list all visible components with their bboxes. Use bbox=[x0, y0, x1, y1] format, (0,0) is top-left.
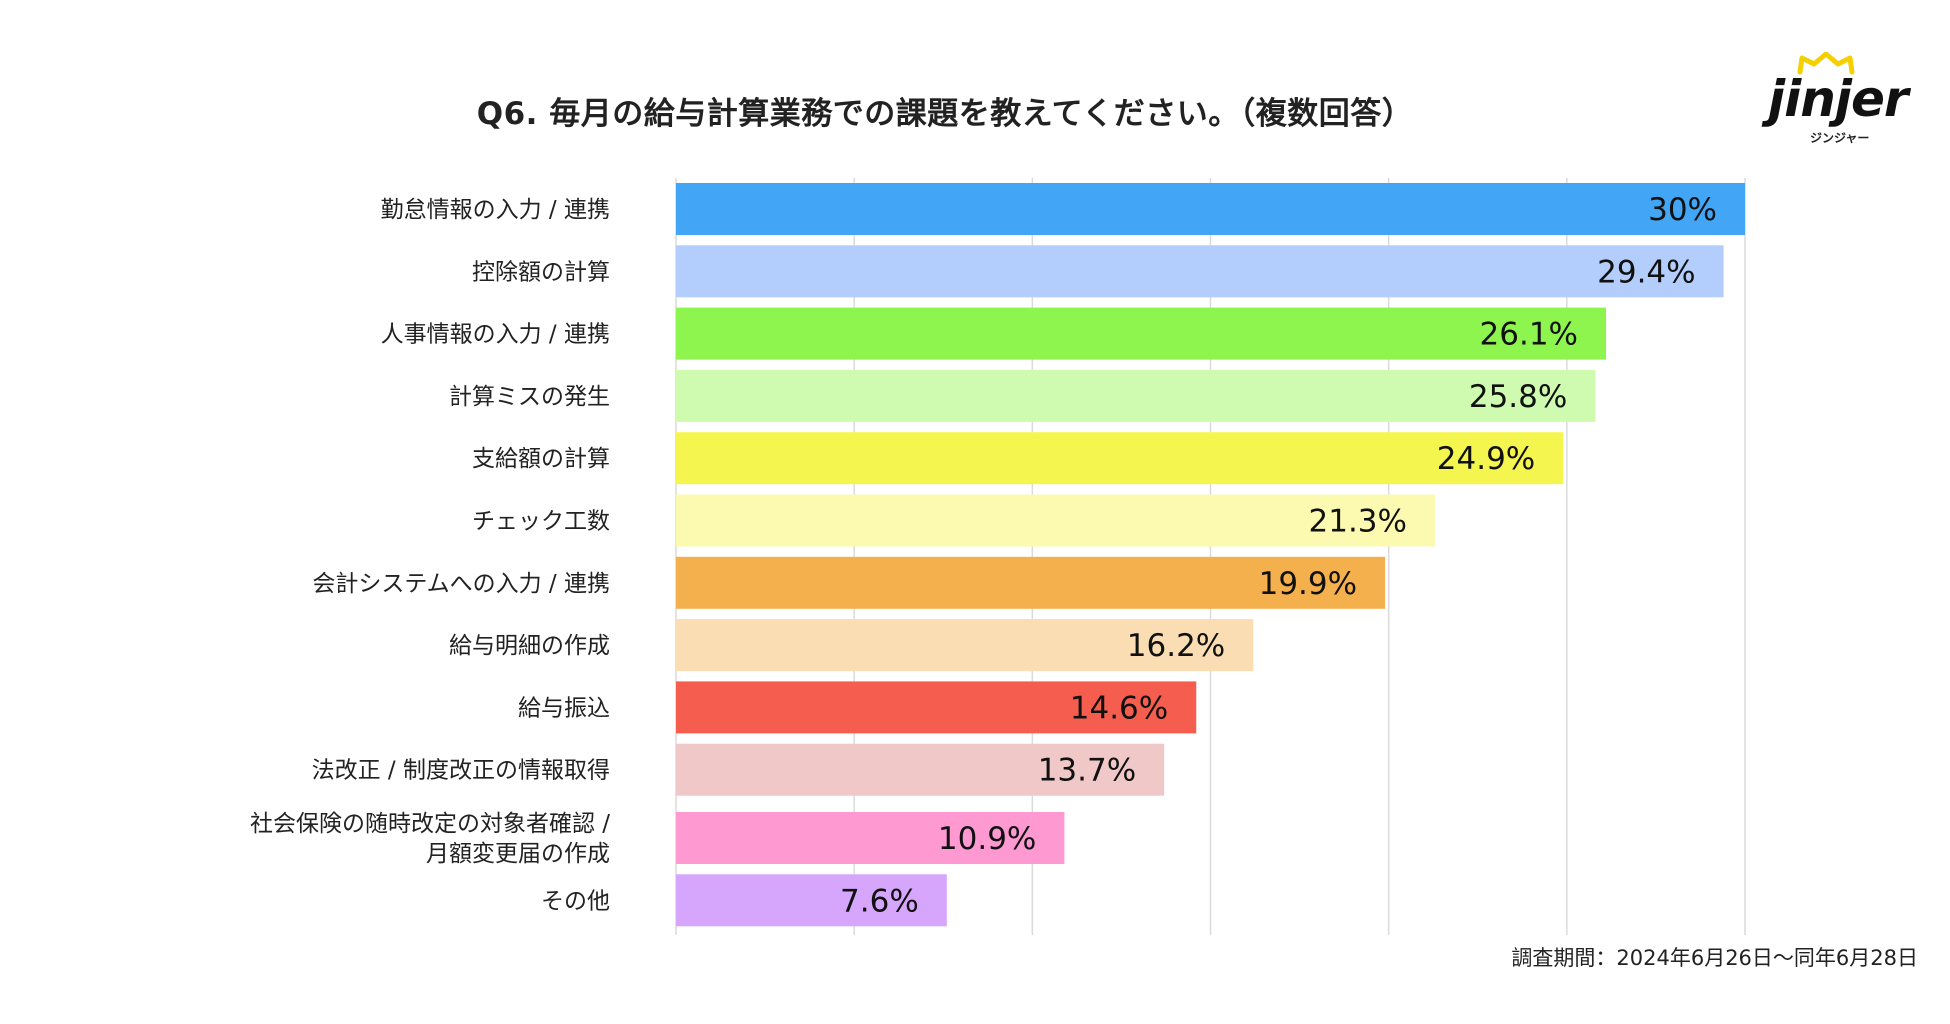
value-label: 7.6% bbox=[840, 883, 919, 919]
category-label: 社会保険の随時改定の対象者確認 / bbox=[250, 811, 610, 837]
category-label: 支給額の計算 bbox=[472, 446, 610, 472]
category-label: 給与振込 bbox=[518, 695, 610, 721]
value-label: 25.8% bbox=[1469, 379, 1567, 415]
chart-gridlines bbox=[675, 178, 1746, 935]
bar bbox=[676, 183, 1745, 235]
value-label: 21.3% bbox=[1309, 504, 1407, 540]
category-label: チェック工数 bbox=[472, 509, 610, 535]
value-label: 14.6% bbox=[1070, 690, 1168, 726]
logo-wordmark: jinjer bbox=[1768, 70, 1909, 128]
bar bbox=[676, 556, 1386, 609]
category-label: その他 bbox=[541, 888, 610, 914]
bar bbox=[676, 874, 947, 927]
logo-subtext: ジンジャー bbox=[1810, 131, 1870, 145]
category-label: 月額変更届の作成 bbox=[426, 841, 610, 867]
category-label: 給与明細の作成 bbox=[449, 633, 610, 659]
value-label: 19.9% bbox=[1259, 566, 1357, 602]
value-label: 24.9% bbox=[1437, 441, 1535, 477]
chart-value-labels: 30% 29.4% 26.1% 25.8% 24.9% 21.3% 19.9% 16.2% 14… bbox=[840, 192, 1717, 919]
value-label: 30% bbox=[1648, 192, 1717, 228]
category-label: 計算ミスの発生 bbox=[449, 384, 610, 410]
bar bbox=[676, 743, 1165, 796]
chart-bars bbox=[676, 183, 1745, 927]
bar bbox=[676, 494, 1435, 547]
bar bbox=[676, 812, 1065, 864]
bar bbox=[676, 369, 1596, 422]
crown-icon bbox=[1797, 52, 1855, 75]
value-label: 29.4% bbox=[1597, 254, 1695, 290]
category-label: 人事情報の入力 / 連携 bbox=[381, 322, 610, 348]
value-label: 13.7% bbox=[1038, 753, 1136, 789]
survey-period-note: 調査期間：2024年6月26日〜同年6月28日 bbox=[1511, 946, 1918, 970]
bar bbox=[676, 619, 1254, 672]
value-label: 10.9% bbox=[938, 821, 1036, 857]
category-label: 会計システムへの入力 / 連携 bbox=[312, 571, 610, 597]
category-label: 勤怠情報の入力 / 連携 bbox=[381, 197, 610, 223]
value-label: 26.1% bbox=[1480, 317, 1578, 353]
jinjer-logo: jinjer ジンジャー bbox=[1768, 52, 1928, 145]
bar bbox=[676, 681, 1197, 734]
category-label: 控除額の計算 bbox=[472, 259, 610, 285]
value-label: 16.2% bbox=[1127, 628, 1225, 664]
bar bbox=[676, 432, 1564, 485]
bar bbox=[676, 245, 1724, 298]
bar bbox=[676, 307, 1607, 360]
chart-title: Q6. 毎月の給与計算業務での課題を教えてください。（複数回答） bbox=[476, 96, 1414, 132]
category-label: 法改正 / 制度改正の情報取得 bbox=[312, 758, 610, 784]
